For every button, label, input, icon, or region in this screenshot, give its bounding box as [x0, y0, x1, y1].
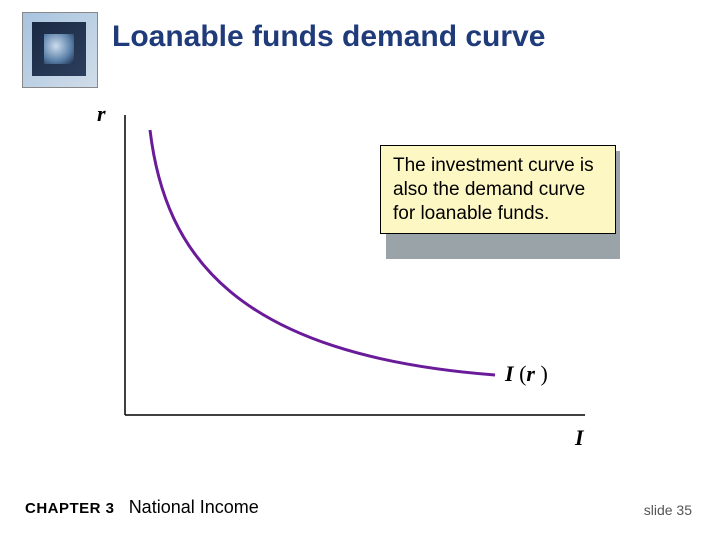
x-axis-label: I — [575, 425, 584, 451]
logo — [22, 12, 96, 86]
curve-label-r: r — [526, 361, 535, 386]
footer-chapter: CHAPTER 3 — [25, 500, 115, 517]
curve-label-open: ( — [514, 361, 527, 386]
slide-number: slide 35 — [644, 502, 692, 518]
logo-inner — [44, 34, 74, 64]
slide: Loanable funds demand curve r I I (r ) T… — [0, 0, 720, 540]
callout-box: The investment curve is also the demand … — [380, 145, 616, 234]
curve-label: I (r ) — [505, 361, 548, 387]
curve-label-close: ) — [535, 361, 548, 386]
footer-subtitle: National Income — [129, 497, 259, 517]
slide-title: Loanable funds demand curve — [112, 20, 545, 54]
curve-label-I: I — [505, 361, 514, 386]
y-axis-label: r — [97, 101, 106, 127]
footer: CHAPTER 3 National Income — [25, 497, 259, 518]
callout-text: The investment curve is also the demand … — [393, 155, 594, 224]
